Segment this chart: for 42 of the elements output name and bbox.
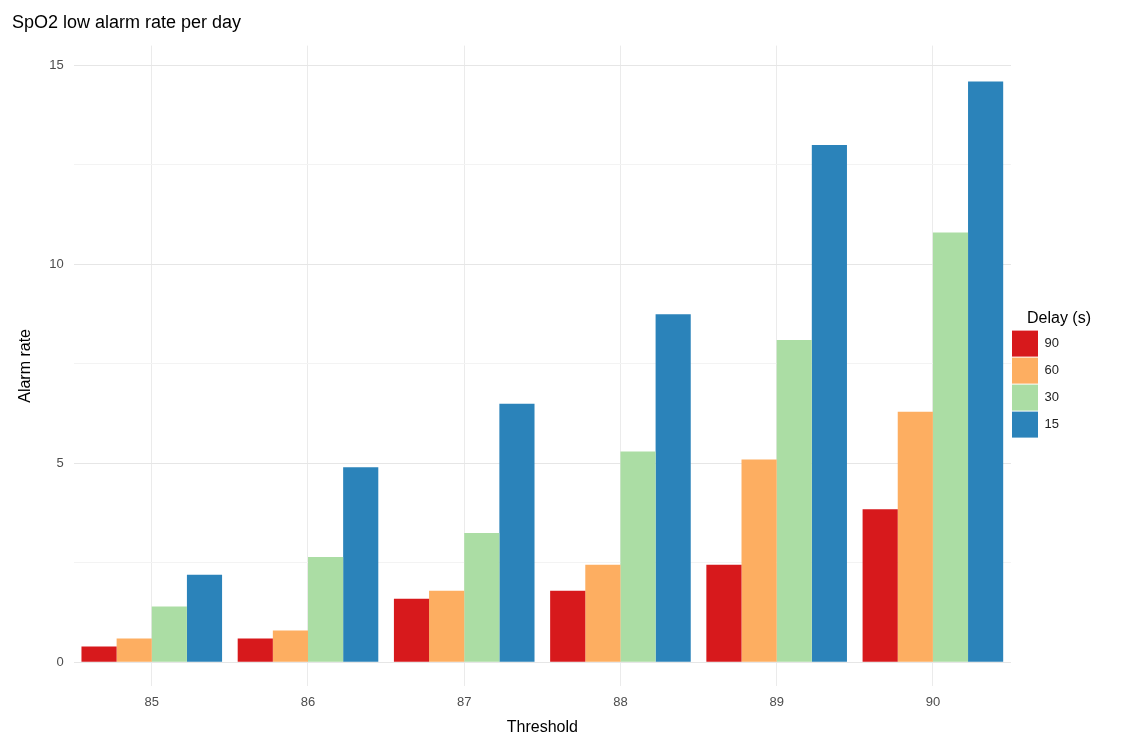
bar xyxy=(186,574,223,662)
x-axis-title: Threshold xyxy=(506,717,578,735)
bar xyxy=(706,564,742,662)
x-tick-label: 89 xyxy=(769,693,784,709)
legend-label: 30 xyxy=(1044,389,1059,405)
bar xyxy=(655,314,691,662)
bar xyxy=(811,145,847,662)
x-tick-label: 90 xyxy=(925,693,941,709)
bar xyxy=(897,411,933,662)
x-tick-label: 87 xyxy=(456,693,472,709)
y-tick-label: 5 xyxy=(56,454,64,470)
x-tick-label: 88 xyxy=(613,693,628,709)
bar xyxy=(776,340,812,662)
bar xyxy=(151,606,187,662)
legend-label: 15 xyxy=(1044,416,1059,432)
legend-label: 60 xyxy=(1044,362,1059,378)
chart-title: SpO2 low alarm rate per day xyxy=(12,11,242,32)
bar xyxy=(464,533,500,662)
bar xyxy=(862,509,898,662)
bar xyxy=(499,403,535,662)
bar xyxy=(272,630,308,662)
bar xyxy=(393,598,430,662)
x-tick-label: 86 xyxy=(300,693,316,709)
bar xyxy=(550,590,586,662)
y-tick-label: 0 xyxy=(56,653,64,669)
y-tick-label: 10 xyxy=(49,256,64,272)
bar xyxy=(741,459,777,662)
bar xyxy=(620,451,656,662)
bar xyxy=(429,590,465,662)
bar xyxy=(585,564,621,662)
bar xyxy=(343,467,379,662)
y-axis-title: Alarm rate xyxy=(16,328,34,403)
bar xyxy=(308,556,344,662)
x-tick-label: 85 xyxy=(144,693,160,709)
bar xyxy=(932,232,969,662)
bar xyxy=(81,646,117,662)
legend-title: Delay (s) xyxy=(1026,308,1092,326)
bar xyxy=(237,638,273,662)
bar xyxy=(116,638,152,662)
y-tick-label: 15 xyxy=(49,57,64,73)
bar xyxy=(968,81,1004,662)
legend-label: 90 xyxy=(1044,335,1059,351)
